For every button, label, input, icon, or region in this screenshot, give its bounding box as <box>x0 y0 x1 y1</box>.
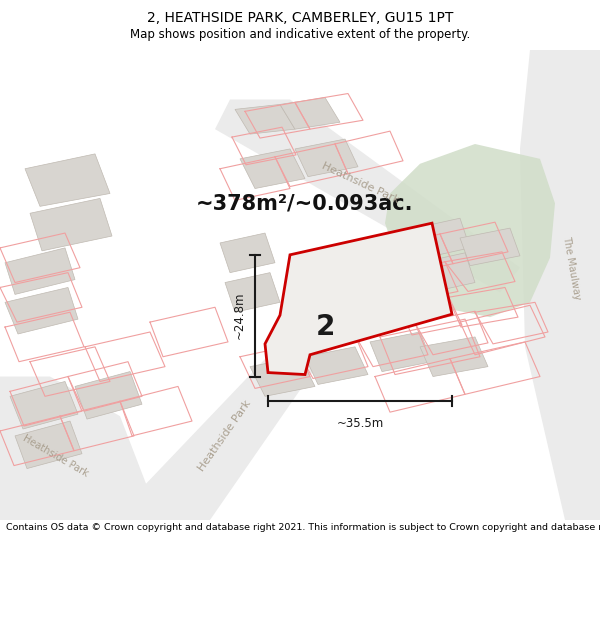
Text: Heathside Park: Heathside Park <box>197 399 253 473</box>
Text: Heathside Park: Heathside Park <box>320 161 400 206</box>
Polygon shape <box>370 332 432 372</box>
Polygon shape <box>420 253 475 292</box>
Text: 2: 2 <box>316 313 335 341</box>
Polygon shape <box>25 154 110 206</box>
Text: The Maulway: The Maulway <box>562 235 583 301</box>
Text: ~24.8m: ~24.8m <box>233 292 246 339</box>
Polygon shape <box>215 99 520 292</box>
Text: Heathside Park: Heathside Park <box>20 433 89 479</box>
Polygon shape <box>5 288 78 334</box>
Text: 2, HEATHSIDE PARK, CAMBERLEY, GU15 1PT: 2, HEATHSIDE PARK, CAMBERLEY, GU15 1PT <box>147 11 453 25</box>
Polygon shape <box>295 139 358 177</box>
Polygon shape <box>520 50 600 520</box>
Text: ~378m²/~0.093ac.: ~378m²/~0.093ac. <box>196 193 414 213</box>
Polygon shape <box>225 272 280 312</box>
Polygon shape <box>15 421 82 469</box>
Polygon shape <box>135 317 330 520</box>
Polygon shape <box>305 347 368 384</box>
Polygon shape <box>75 372 142 419</box>
Polygon shape <box>385 144 555 317</box>
Polygon shape <box>5 248 75 294</box>
Polygon shape <box>30 198 112 251</box>
Polygon shape <box>235 104 295 134</box>
Polygon shape <box>415 218 470 258</box>
Text: ~35.5m: ~35.5m <box>337 417 383 430</box>
Polygon shape <box>280 98 340 129</box>
Polygon shape <box>220 233 275 272</box>
Polygon shape <box>240 149 305 189</box>
Polygon shape <box>0 376 160 520</box>
Polygon shape <box>460 228 520 266</box>
Text: Contains OS data © Crown copyright and database right 2021. This information is : Contains OS data © Crown copyright and d… <box>6 524 600 532</box>
Polygon shape <box>10 381 78 429</box>
Text: Map shows position and indicative extent of the property.: Map shows position and indicative extent… <box>130 28 470 41</box>
Polygon shape <box>420 337 488 376</box>
Polygon shape <box>265 223 452 374</box>
Polygon shape <box>250 357 315 396</box>
